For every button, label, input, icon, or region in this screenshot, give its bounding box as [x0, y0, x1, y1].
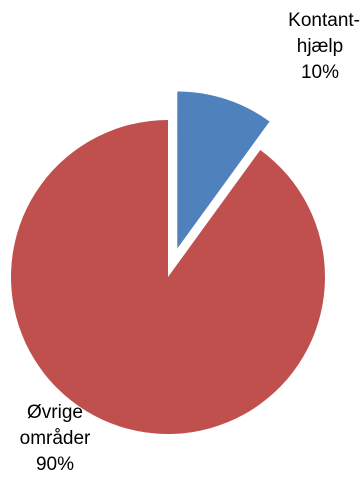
slice-percent-label: 90% [35, 454, 75, 475]
pie-slice-1 [10, 120, 325, 434]
slice-label-kontanthjaelp: Kontant- hjælp 10% [250, 8, 360, 86]
slice-label-line: Kontant- [288, 10, 360, 31]
slice-label-line: hjælp [296, 36, 344, 57]
slice-label-ovrige-omrader: Øvrige områder 90% [0, 400, 110, 478]
pie-slice-0 [177, 91, 270, 249]
slice-percent-label: 10% [300, 62, 340, 83]
slice-label-line: Øvrige [27, 402, 83, 423]
slice-label-line: områder [19, 428, 91, 449]
